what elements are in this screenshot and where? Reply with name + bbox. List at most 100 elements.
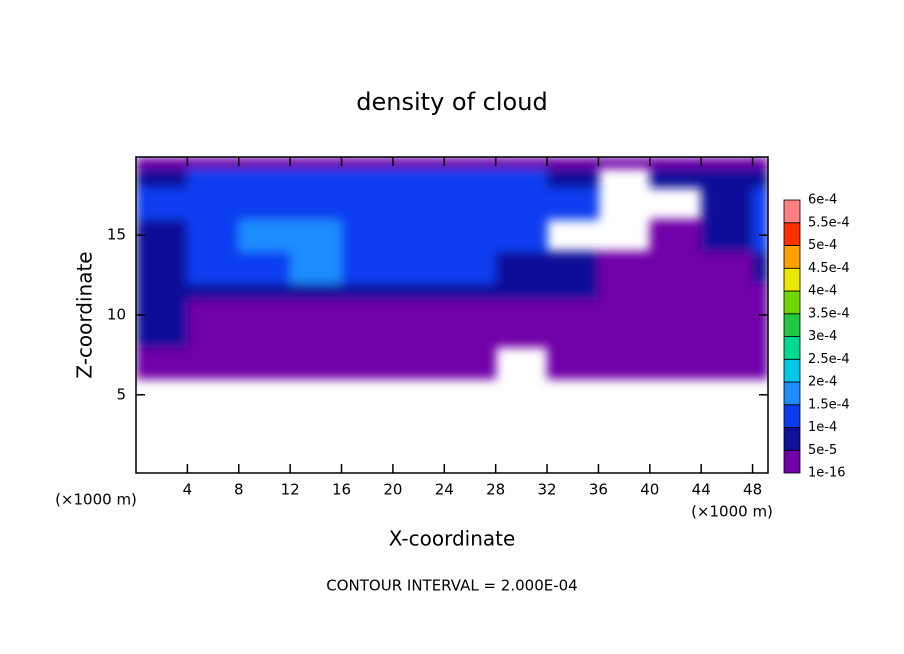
colorbar-box [783, 449, 801, 474]
field-cell [752, 315, 768, 348]
colorbar-box [783, 313, 801, 337]
field-cell [392, 219, 445, 252]
colorbar-label: 1e-16 [808, 466, 846, 481]
field-cell [495, 219, 548, 252]
field-cell [392, 251, 445, 284]
plot-frame [135, 156, 769, 474]
colorbar-box [783, 222, 801, 246]
field-cell [290, 251, 343, 284]
field-cell [187, 346, 240, 380]
x-unit-label: (×1000 m) [691, 503, 773, 521]
field-cell [290, 168, 343, 188]
x-tick-label: 16 [332, 481, 351, 499]
field-cell [701, 157, 754, 169]
field-cell [187, 315, 240, 348]
field-cell [547, 187, 599, 220]
field-cell [341, 346, 394, 380]
field-cell [444, 219, 497, 252]
field-cell [701, 299, 754, 316]
y-unit-label: (×1000 m) [55, 491, 137, 509]
y-tick-label: 5 [116, 385, 126, 403]
field-cell [598, 157, 651, 169]
field-cell [136, 299, 188, 316]
field-cell [444, 187, 497, 220]
colorbar-box [783, 404, 801, 428]
colorbar-label: 2e-4 [808, 375, 837, 390]
colorbar-box [783, 381, 801, 406]
field-cell [238, 251, 291, 284]
field-cell [752, 187, 768, 220]
field-cell [495, 168, 548, 188]
field-cell [444, 157, 497, 169]
field-cell [547, 283, 599, 300]
field-cell [752, 346, 768, 380]
field-cell [392, 157, 445, 169]
field-cell [136, 157, 188, 169]
field-cell [187, 299, 240, 316]
field-cell [290, 299, 343, 316]
field-cell [547, 315, 599, 348]
field-cell [444, 168, 497, 188]
field-cell [187, 283, 240, 300]
field-cell [444, 283, 497, 300]
field-cell [649, 315, 702, 348]
x-tick-label: 40 [640, 481, 659, 499]
field-cell [649, 346, 702, 380]
field-cell [547, 299, 599, 316]
field-cell [547, 157, 599, 169]
field-area [136, 157, 768, 473]
field-cell [136, 315, 188, 348]
x-tick-label: 4 [183, 481, 193, 499]
field-cell [598, 299, 651, 316]
field-cell [392, 187, 445, 220]
field-cell [598, 315, 651, 348]
field-cell [136, 283, 188, 300]
x-tick-label: 8 [234, 481, 244, 499]
axes: 4 8 12 16 20 24 28 32 36 40 44 48510151e-165e-51e-4… [107, 157, 850, 499]
field-cell [495, 187, 548, 220]
colorbar-box [783, 427, 801, 451]
colorbar-label: 5e-4 [808, 238, 837, 253]
field-cell [238, 157, 291, 169]
field-cell [649, 283, 702, 300]
field-cell [392, 299, 445, 316]
field-cell [341, 168, 394, 188]
field-cell [701, 219, 754, 252]
field-cell [649, 251, 702, 284]
field [136, 157, 768, 380]
field-cell [341, 187, 394, 220]
field-cell [187, 168, 240, 188]
chart-title: density of cloud [356, 88, 547, 116]
field-cell [495, 299, 548, 316]
field-cell [341, 251, 394, 284]
field-cell [701, 346, 754, 380]
field-cell [701, 251, 754, 284]
x-tick-label: 24 [435, 481, 454, 499]
field-cell [701, 187, 754, 220]
x-tick-label: 28 [486, 481, 505, 499]
field-cell [187, 157, 240, 169]
field-cell [238, 346, 291, 380]
colorbar-label: 3e-4 [808, 329, 837, 344]
x-tick-label: 48 [743, 481, 762, 499]
x-tick-label: 32 [538, 481, 557, 499]
field-cell [392, 283, 445, 300]
field-cell [444, 346, 497, 380]
colorbar-box [783, 199, 801, 224]
field-cell [547, 346, 599, 380]
field-cell [495, 283, 548, 300]
field-cell [392, 315, 445, 348]
colorbar-label: 4.5e-4 [808, 261, 850, 276]
field-cell [290, 187, 343, 220]
field-cell [649, 168, 702, 188]
colorbar-label: 6e-4 [808, 193, 837, 208]
colorbar-box [783, 290, 801, 315]
field-cell [444, 299, 497, 316]
field-cell [187, 219, 240, 252]
colorbar-label: 3.5e-4 [808, 306, 850, 321]
field-cell [649, 299, 702, 316]
x-tick-label: 44 [692, 481, 711, 499]
footer-note: CONTOUR INTERVAL = 2.000E-04 [326, 577, 577, 595]
x-tick-label: 36 [589, 481, 608, 499]
